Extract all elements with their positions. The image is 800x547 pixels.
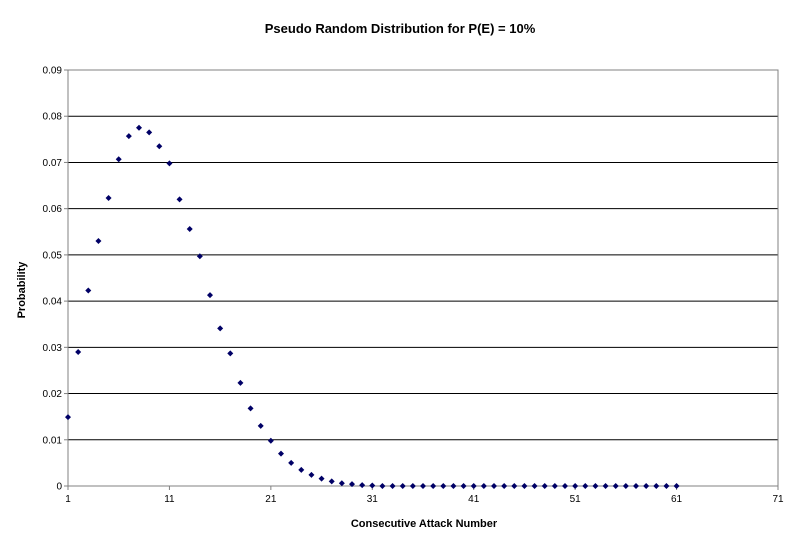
data-point (105, 195, 112, 202)
data-point (288, 459, 295, 466)
data-point (369, 482, 376, 489)
data-point (491, 483, 497, 489)
y-tick-label: 0.09 (43, 66, 63, 77)
x-tick-label: 31 (367, 494, 379, 505)
data-point (673, 483, 680, 489)
y-tick-label: 0.04 (43, 297, 63, 308)
data-point (95, 238, 102, 245)
x-axis-label: Consecutive Attack Number (351, 518, 498, 530)
data-point (247, 405, 254, 412)
data-point (399, 483, 406, 489)
data-point (551, 483, 558, 489)
data-point (592, 483, 599, 489)
data-point (653, 483, 660, 489)
gridlines (68, 69, 778, 441)
data-point (389, 483, 396, 489)
data-point (622, 483, 629, 489)
data-point (115, 156, 122, 163)
data-point (572, 483, 579, 489)
data-point (501, 483, 508, 489)
x-tick-label: 61 (671, 494, 683, 505)
y-tick-label: 0.06 (43, 204, 63, 215)
data-point (379, 483, 386, 489)
data-point (480, 483, 487, 489)
x-tick-label: 1 (65, 494, 71, 505)
data-point (470, 483, 477, 489)
data-point (85, 287, 92, 294)
data-point (166, 160, 173, 167)
x-axis-ticks: 1 11 21 31 41 51 61 71 (65, 486, 784, 505)
data-point (511, 483, 518, 489)
data-point (176, 196, 183, 203)
data-point (460, 483, 467, 489)
x-tick-label: 71 (772, 494, 784, 505)
data-point (521, 483, 528, 489)
y-tick-label: 0.03 (43, 343, 63, 354)
x-tick-label: 21 (265, 494, 277, 505)
y-axis-ticks: 0 0.01 0.02 0.03 0.04 0.05 0.06 0.07 0.08 0.09 (43, 66, 68, 493)
data-point (531, 483, 538, 489)
data-point (541, 483, 548, 489)
data-point (257, 422, 264, 429)
y-tick-label: 0.08 (43, 112, 63, 123)
data-point (450, 483, 457, 489)
y-tick-label: 0.02 (43, 389, 63, 400)
data-point (217, 325, 224, 332)
data-point (278, 450, 284, 457)
x-tick-label: 51 (570, 494, 582, 505)
y-tick-label: 0.05 (43, 250, 63, 261)
data-point (328, 478, 335, 485)
y-tick-label: 0.01 (43, 435, 63, 446)
data-point (420, 483, 426, 489)
data-point (633, 483, 639, 489)
data-point (562, 483, 568, 489)
data-point (643, 483, 650, 489)
data-point (338, 480, 345, 487)
data-point (409, 483, 416, 489)
data-point (602, 483, 609, 489)
data-point (267, 437, 274, 444)
data-point (146, 129, 153, 136)
x-tick-label: 41 (468, 494, 480, 505)
x-tick-label: 11 (164, 494, 175, 505)
data-point (207, 292, 213, 299)
data-point (298, 466, 305, 473)
data-point (75, 348, 82, 355)
data-point (308, 471, 315, 478)
data-point (663, 483, 670, 489)
data-point (196, 253, 203, 260)
data-point (582, 483, 589, 489)
data-point (65, 414, 71, 421)
data-point (156, 143, 163, 150)
data-point (186, 226, 193, 233)
data-point (430, 483, 437, 489)
data-point (359, 482, 366, 489)
chart-title: Pseudo Random Distribution for P(E) = 10… (265, 21, 536, 36)
data-point (227, 350, 234, 357)
data-point (125, 133, 132, 140)
y-tick-label: 0 (56, 482, 62, 493)
data-point (237, 379, 244, 386)
data-point (612, 483, 619, 489)
y-axis-label: Probability (16, 261, 28, 319)
plot-area (67, 69, 779, 487)
data-point (440, 483, 447, 489)
y-tick-label: 0.07 (43, 158, 63, 169)
data-point (318, 475, 325, 482)
data-point (136, 124, 142, 131)
data-series (65, 124, 680, 489)
data-point (349, 481, 355, 488)
